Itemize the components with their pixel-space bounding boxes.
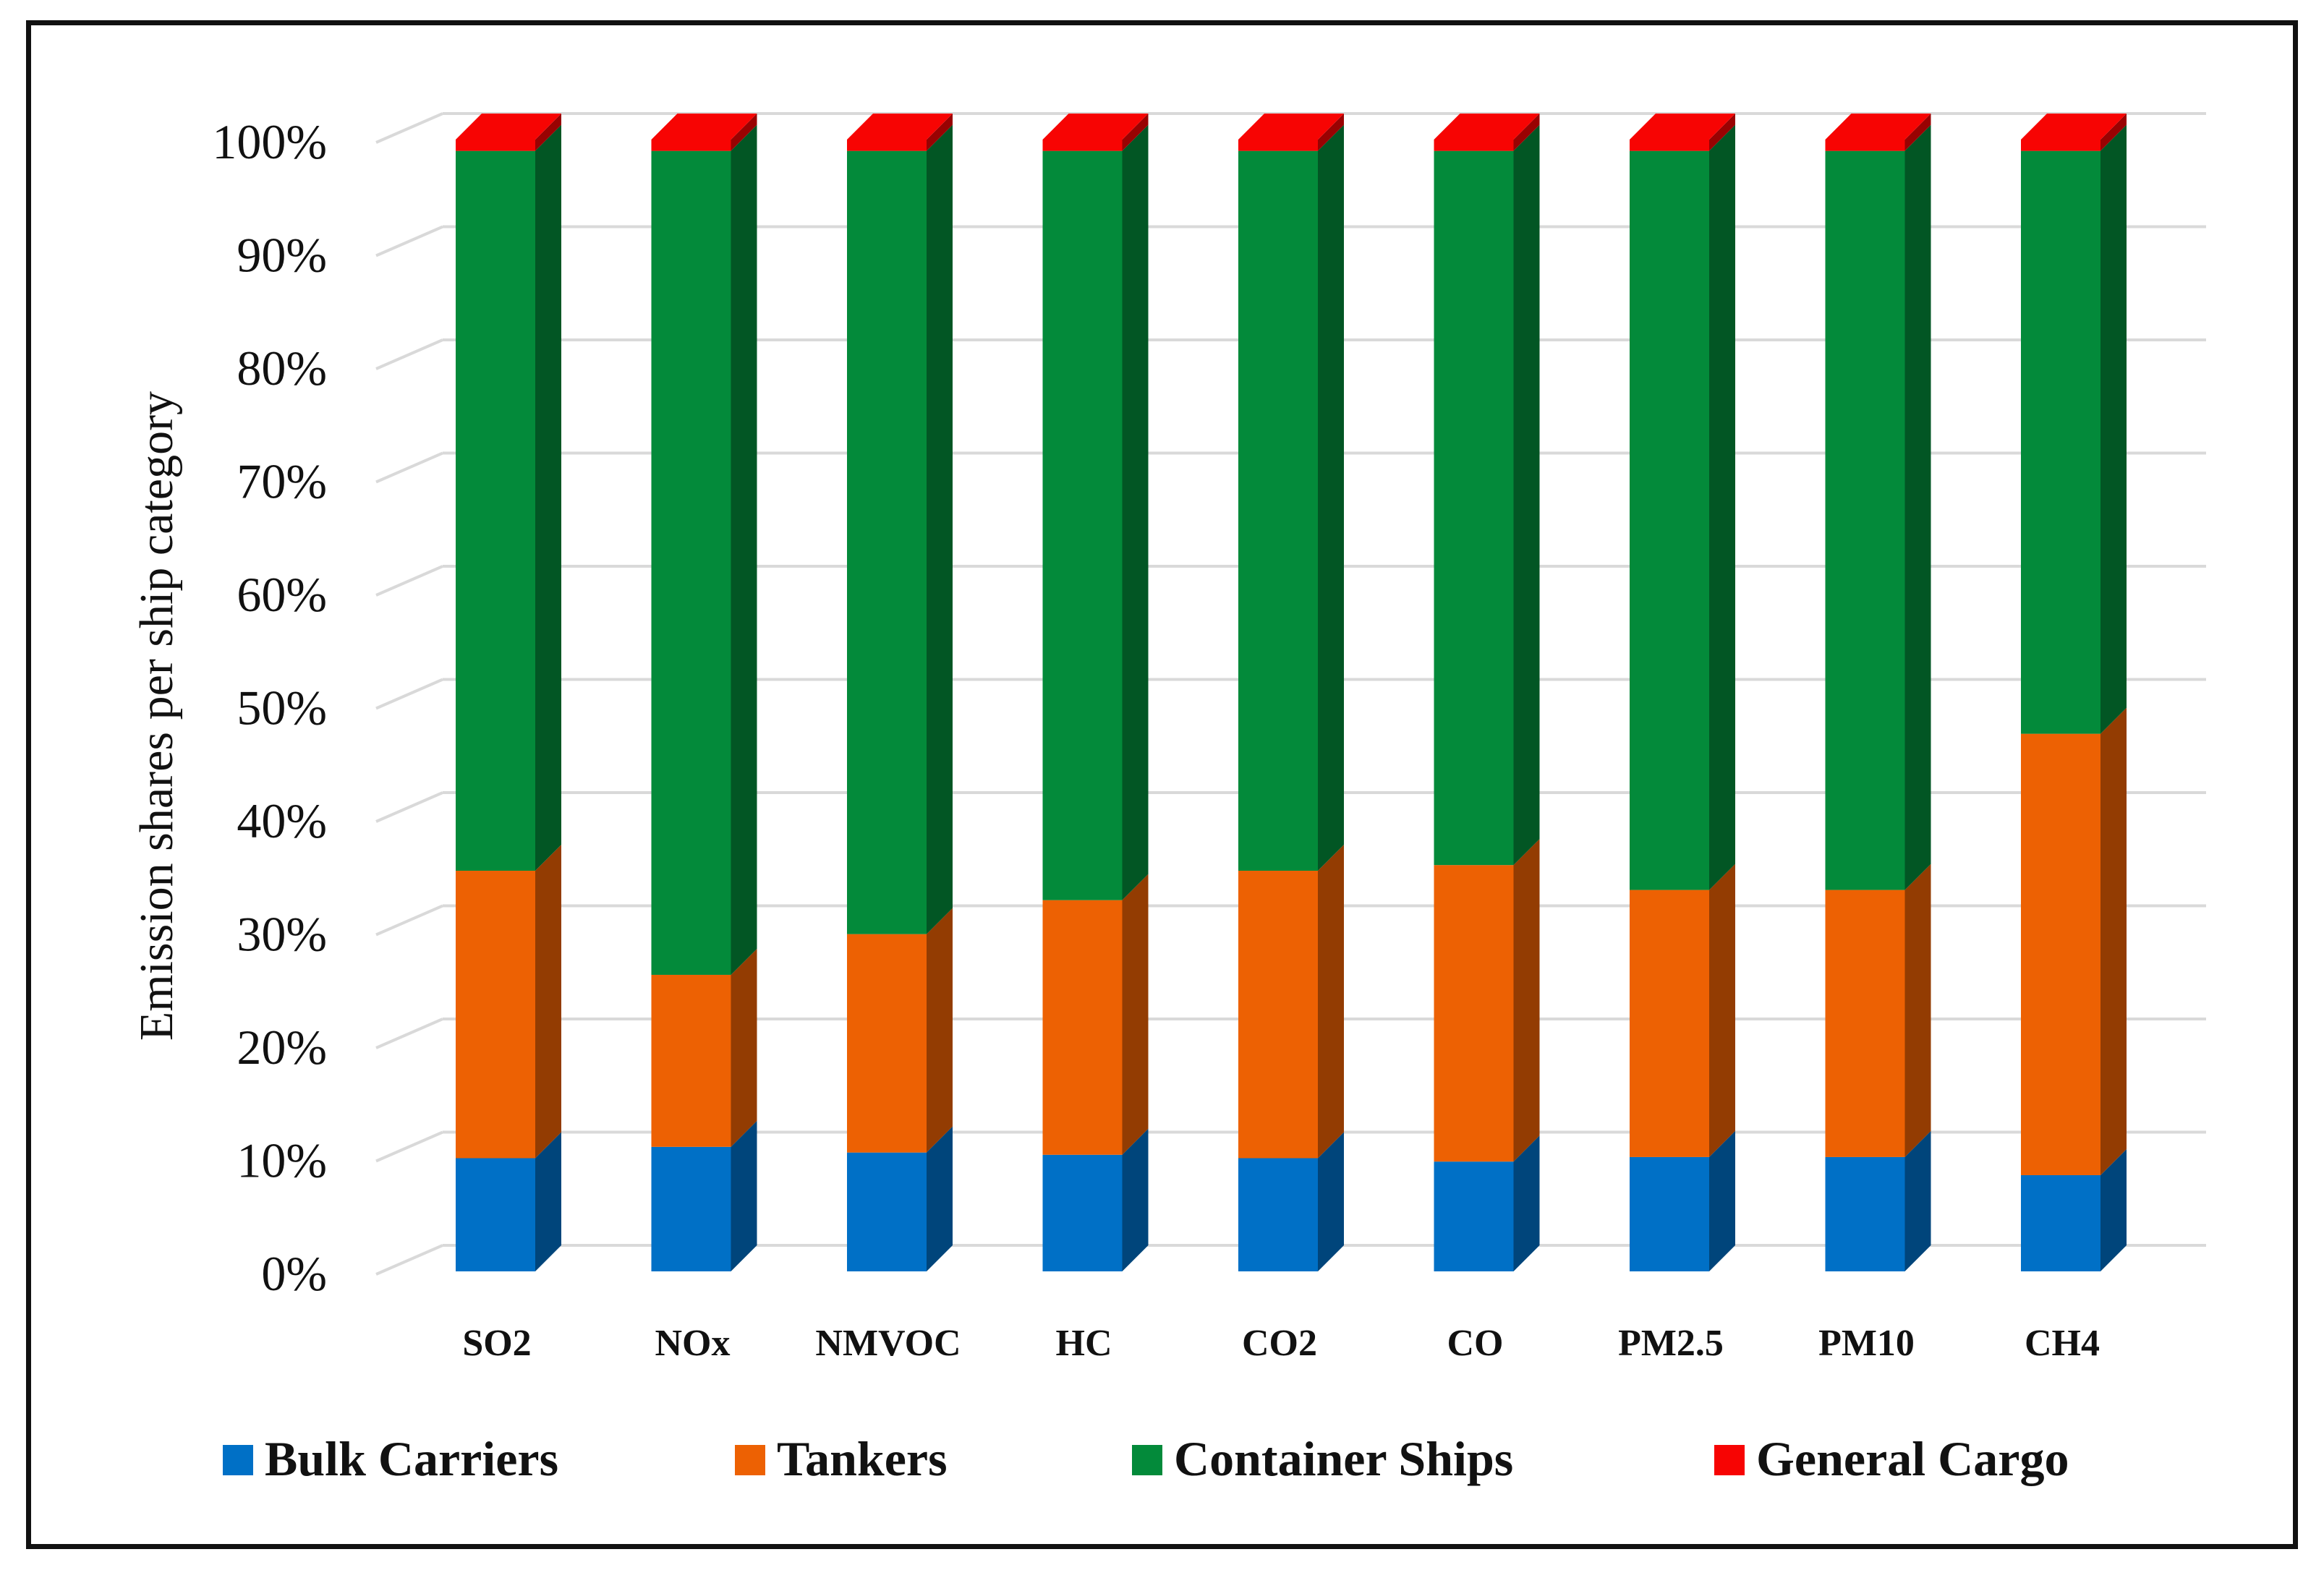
bar-segment	[1434, 839, 1540, 1162]
bar-segment	[847, 908, 953, 1153]
legend-swatch	[735, 1445, 765, 1475]
bar-segment	[651, 114, 757, 151]
bar-segment	[2021, 707, 2127, 1175]
legend-label: Tankers	[777, 1431, 948, 1486]
bar-top-cap	[651, 114, 757, 140]
bar-top-cap	[1630, 114, 1735, 140]
y-tick-label: 70%	[237, 454, 327, 509]
x-category-label: NMVOC	[815, 1323, 961, 1364]
bar-segment	[1825, 124, 1931, 890]
bar-segment	[1042, 114, 1149, 151]
x-category-label: SO2	[462, 1323, 531, 1364]
legend-item: Container Ships	[1132, 1431, 1513, 1486]
bar-segment	[1630, 1130, 1735, 1271]
bar-segment	[1825, 114, 1931, 151]
x-category-label: PM10	[1818, 1323, 1915, 1364]
y-tick-label: 100%	[212, 114, 327, 169]
bar-segment	[456, 114, 561, 151]
bar-segment	[1238, 114, 1344, 151]
bar-top-cap	[1434, 114, 1540, 140]
legend-item: Tankers	[735, 1431, 948, 1486]
legend-swatch	[1132, 1445, 1162, 1475]
bar-top-cap	[1042, 114, 1149, 140]
x-axis-categories: SO2 NOx NMVOC HC CO2 CO PM2.5 PM10 CH4	[462, 1323, 2100, 1364]
x-category-label: PM2.5	[1618, 1323, 1724, 1364]
bar-segment	[847, 1126, 953, 1271]
bar-segment	[847, 124, 953, 934]
y-tick-label: 30%	[237, 907, 327, 962]
legend-label: Bulk Carriers	[265, 1431, 558, 1486]
bar-segment	[2021, 1148, 2127, 1271]
bar-segment	[1238, 1132, 1344, 1271]
bar-segment	[1630, 124, 1735, 890]
x-category-label: CO2	[1242, 1323, 1317, 1364]
y-tick-label: 50%	[237, 681, 327, 735]
legend-label: Container Ships	[1174, 1431, 1513, 1486]
x-category-label: NOx	[655, 1323, 731, 1364]
bar-segment	[1042, 124, 1149, 900]
bar-top-cap	[456, 114, 561, 140]
y-tick-label: 20%	[237, 1020, 327, 1075]
legend-swatch	[223, 1445, 253, 1475]
bar-segment	[456, 844, 561, 1159]
legend-label: General Cargo	[1756, 1431, 2069, 1486]
y-tick-label: 80%	[237, 341, 327, 396]
x-category-label: HC	[1056, 1323, 1112, 1364]
x-category-label: CH4	[2025, 1323, 2100, 1364]
bar-top-cap	[1825, 114, 1931, 140]
bar-segment	[2021, 114, 2127, 151]
bars-layer	[456, 114, 2127, 1271]
bar-segment	[1630, 114, 1735, 151]
bar-top-cap	[2021, 114, 2127, 140]
bar-segment	[1825, 1130, 1931, 1271]
legend-swatch	[1714, 1445, 1745, 1475]
y-tick-label: 0%	[261, 1246, 327, 1301]
x-category-label: CO	[1447, 1323, 1504, 1364]
bar-segment	[651, 1120, 757, 1271]
bar-segment	[1825, 863, 1931, 1157]
bar-segment	[1630, 863, 1735, 1157]
y-axis-ticks: 0% 10% 20% 30% 40% 50% 60% 70% 80% 90% 100%	[212, 114, 327, 1301]
bar-segment	[2021, 124, 2127, 734]
bar-segment	[651, 948, 757, 1147]
bar-top-cap	[1238, 114, 1344, 140]
bar-segment	[1238, 124, 1344, 871]
y-tick-label: 40%	[237, 793, 327, 848]
bar-segment	[847, 114, 953, 151]
y-axis-label: Emission shares per ship category	[130, 391, 183, 1041]
bar-segment	[1042, 1128, 1149, 1271]
bar-segment	[1434, 1135, 1540, 1271]
y-tick-label: 60%	[237, 567, 327, 622]
bar-segment	[651, 124, 757, 975]
legend: Bulk Carriers Tankers Container Ships Gener…	[223, 1431, 2069, 1486]
bar-segment	[1434, 124, 1540, 866]
bar-segment	[456, 124, 561, 871]
legend-item: General Cargo	[1714, 1431, 2069, 1486]
y-tick-label: 90%	[237, 228, 327, 283]
bar-top-cap	[847, 114, 953, 140]
legend-item: Bulk Carriers	[223, 1431, 558, 1486]
bar-segment	[456, 1132, 561, 1271]
bar-segment	[1434, 114, 1540, 151]
bar-segment	[1042, 874, 1149, 1155]
y-tick-label: 10%	[237, 1133, 327, 1188]
bar-segment	[1238, 844, 1344, 1159]
